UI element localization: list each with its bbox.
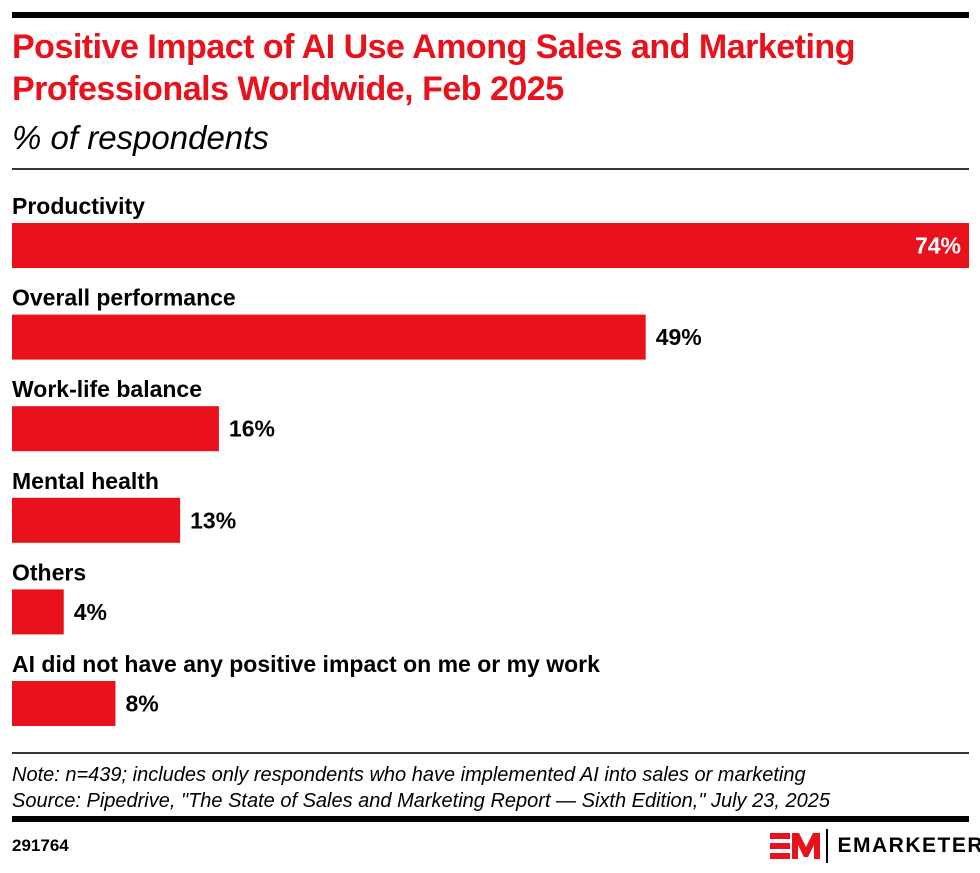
chart-id: 291764: [12, 836, 69, 855]
chart-source: Source: Pipedrive, "The State of Sales a…: [12, 790, 830, 812]
bar-row: Productivity 74%: [12, 193, 969, 268]
header-rule: [12, 168, 969, 170]
bar: [12, 497, 181, 543]
em-logo-icon: [770, 833, 820, 859]
top-rule: [12, 12, 969, 18]
emarketer-logo: EMARKETER: [770, 828, 980, 864]
value-label: 16%: [229, 416, 275, 442]
footer-rule: [12, 752, 969, 754]
bar-chart: Productivity 74% Overall performance 49% Wor…: [12, 193, 969, 726]
chart-title: Positive Impact of AI Use Among Sales an…: [12, 28, 855, 108]
bar-row: Work-life balance 16%: [12, 376, 275, 452]
bar: [12, 314, 646, 360]
value-label: 49%: [656, 324, 702, 350]
value-label: 4%: [74, 599, 107, 625]
bar-row: Mental health 13%: [12, 468, 236, 543]
bar-row: Others 4%: [12, 559, 107, 635]
category-label: Others: [12, 559, 86, 585]
value-label: 74%: [915, 233, 961, 259]
bar: [12, 406, 219, 452]
bottom-rule: [12, 816, 969, 822]
chart-subtitle: % of respondents: [12, 119, 269, 156]
category-label: Overall performance: [12, 285, 236, 311]
category-label: Productivity: [12, 193, 145, 219]
bar: [12, 589, 64, 635]
brand-name: EMARKETER: [837, 834, 980, 857]
category-label: Mental health: [12, 468, 159, 494]
value-label: 8%: [125, 691, 158, 717]
bar-row: Overall performance 49%: [12, 285, 702, 360]
value-label: 13%: [190, 507, 236, 533]
chart-note: Note: n=439; includes only respondents w…: [12, 764, 806, 786]
bar: [12, 223, 969, 268]
bar-row: AI did not have any positive impact on m…: [12, 651, 600, 726]
category-label: AI did not have any positive impact on m…: [12, 651, 600, 677]
category-label: Work-life balance: [12, 376, 202, 402]
bar: [12, 681, 116, 726]
logo-divider: [826, 829, 828, 863]
